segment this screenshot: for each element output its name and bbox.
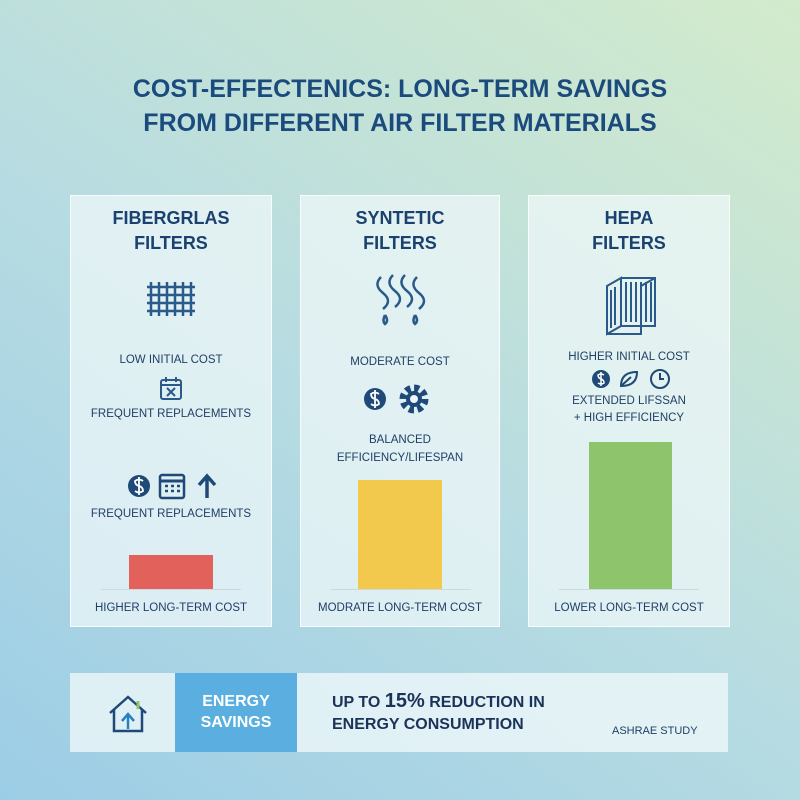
calendar-icon [160,377,182,400]
icon-row [364,384,429,414]
panel-title-line: HEPA [604,208,654,228]
claim-line: ENERGY CONSUMPTION [332,716,524,733]
panel: SYNTETIC FILTERS MODERATE COST BALANCED E… [300,195,500,627]
panel-title: FIBERGRLAS FILTERS [71,206,271,256]
panel-title-line: FILTERS [363,233,437,253]
note: + HIGH EFFICIENCY [573,412,685,424]
banner: ENERGY SAVINGS UP TO 15% REDUCTION IN ENE… [70,673,728,752]
note: BALANCED [369,434,431,446]
panel: HEPA FILTERS HIGHER INITIAL COST EXTENDED… [528,195,730,627]
note: EFFICIENCY/LIFESPAN [336,452,464,464]
title: COST-EFFECTENICS: LONG-TERM SAVINGS FROM… [0,72,800,140]
panel-footer: HIGHER LONG-TERM COST [94,602,248,614]
note: FREQUENT REPLACEMENTS [90,508,252,520]
house-icon [109,695,147,733]
note: FREQUENT REPLACEMENTS [90,408,252,420]
claim-line: UP TO 15% REDUCTION IN [332,690,545,714]
mesh-icon [147,282,195,316]
note: HIGHER INITIAL COST [568,351,690,363]
baseline [331,589,471,590]
panel-title-line: FIBERGRLAS [112,208,230,228]
claim-text: REDUCTION IN [429,694,545,711]
cost-bar [358,480,442,589]
panel-title-line: SYNTETIC [355,208,445,228]
baseline [101,589,241,590]
cost-bar [589,442,672,589]
fiber-icon [376,274,426,326]
claim: UP TO 15% REDUCTION IN ENERGY CONSUMPTIO… [332,690,545,736]
panel-title: SYNTETIC FILTERS [301,206,499,256]
panel-title-line: FILTERS [592,233,666,253]
panel-title-line: FILTERS [134,233,208,253]
icon-row [592,369,670,389]
title-line: COST-EFFECTENICS: LONG-TERM SAVINGS [132,75,668,103]
claim-text: UP TO [332,694,381,711]
panel: FIBERGRLAS FILTERS LOW INITIAL COST FREQU… [70,195,272,627]
note: MODERATE COST [350,356,450,368]
panel-footer: MODRATE LONG-TERM COST [318,602,482,614]
note: EXTENDED LIFSSAN [572,395,686,407]
icon-row [128,473,217,500]
note: LOW INITIAL COST [119,354,223,366]
panel-title: HEPA FILTERS [529,206,729,256]
claim-highlight: 15% [384,690,425,712]
source: ASHRAE STUDY [612,725,698,737]
panel-footer: LOWER LONG-TERM COST [554,602,704,614]
cost-bar [129,555,213,589]
baseline [559,589,699,590]
banner-label: ENERGY SAVINGS [175,673,297,752]
hepa-icon [606,276,656,336]
banner-label-line: SAVINGS [200,714,272,731]
banner-label-line: ENERGY [202,693,270,710]
title-line: FROM DIFFERENT AIR FILTER MATERIALS [143,109,657,137]
